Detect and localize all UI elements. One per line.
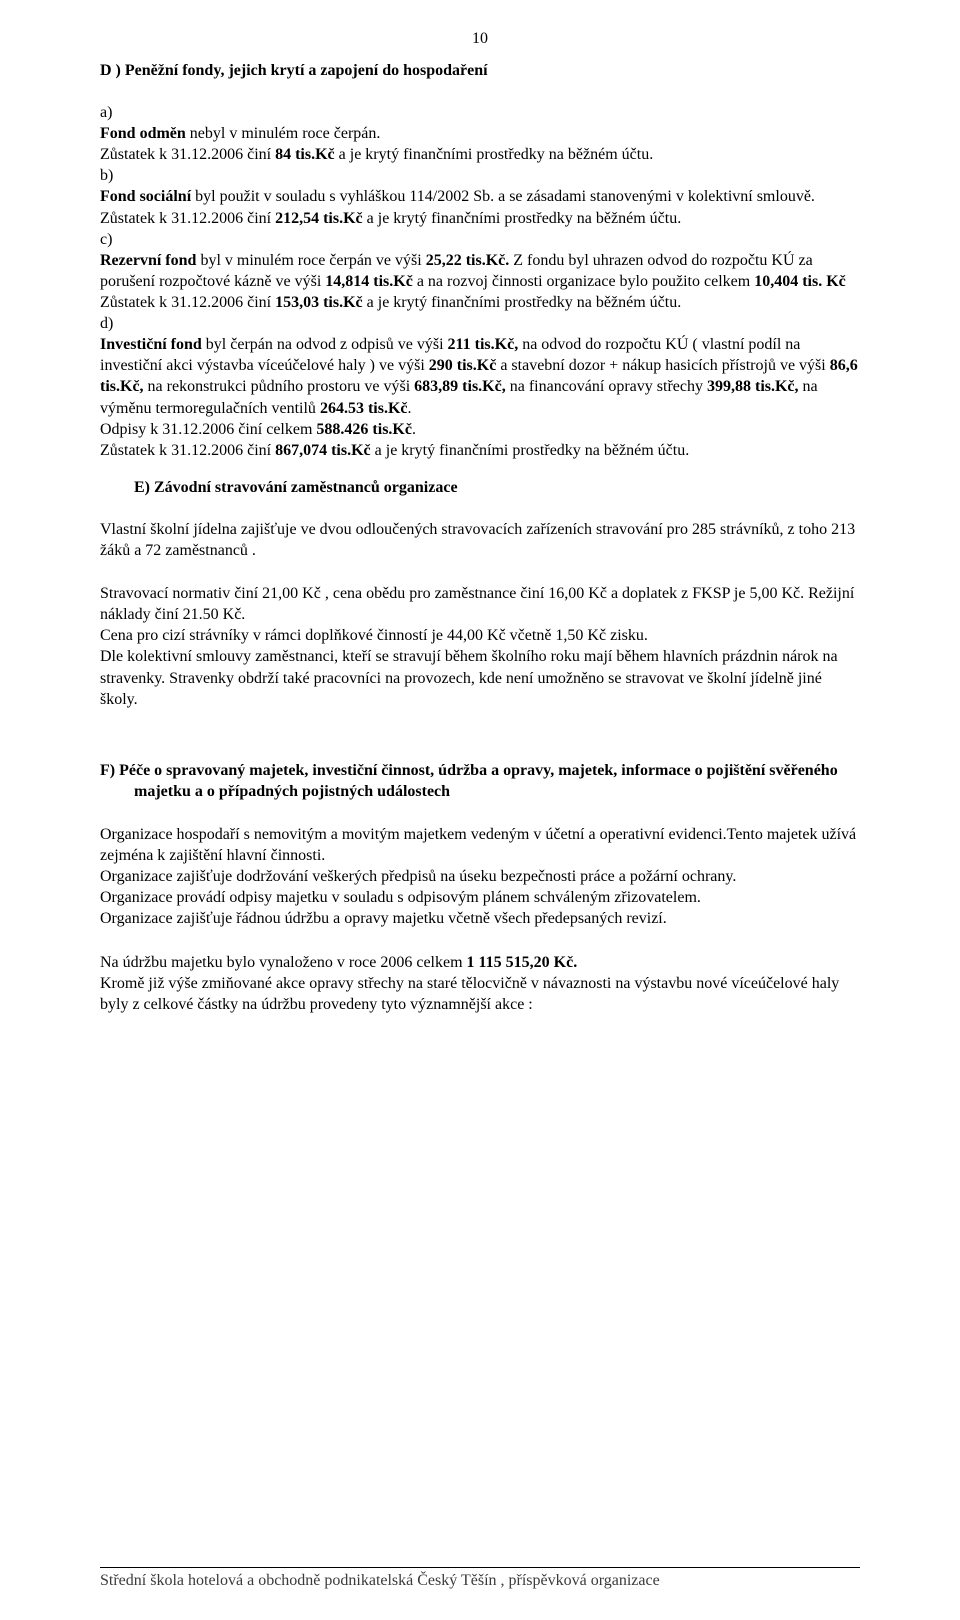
page-footer: Střední škola hotelová a obchodně podnik… [100, 1567, 860, 1590]
section-e-p1: Vlastní školní jídelna zajišťuje ve dvou… [100, 519, 860, 561]
item-a-line1-rest: nebyl v minulém roce čerpán. [186, 125, 381, 142]
item-b-line1: Fond sociální byl použit v souladu s vyh… [100, 186, 860, 228]
d-zust-pre: Zůstatek k 31.12.2006 činí [100, 442, 275, 459]
section-e-p4: Dle kolektivní smlouvy zaměstnanci, kteř… [100, 646, 860, 709]
item-b-line1-post: a je krytý finančními prostředky na běžn… [363, 210, 682, 227]
d-zust-post: a je krytý finančními prostředky na běžn… [371, 442, 690, 459]
page-number: 10 [100, 30, 860, 48]
investicni-fond-bold: Investiční fond [100, 336, 202, 353]
section-d-heading: D ) Peněžní fondy, jejich krytí a zapoje… [100, 62, 860, 80]
d-bold5: 683,89 tis.Kč, [414, 378, 506, 395]
d-odp-bold: 588.426 tis.Kč [316, 421, 412, 438]
d-mid7: . [407, 400, 411, 417]
c-bold3: 14,814 tis.Kč [325, 273, 413, 290]
d-bold7: 264.53 tis.Kč [320, 400, 408, 417]
d-mid3: a stavební dozor + nákup hasicích přístr… [496, 357, 829, 374]
d-zust-bold: 867,074 tis.Kč [275, 442, 371, 459]
item-a-line1: Fond odměn nebyl v minulém roce čerpán. [100, 123, 860, 144]
d-bold6: 399,88 tis.Kč, [707, 378, 799, 395]
section-f-heading: F) Péče o spravovaný majetek, investiční… [134, 760, 860, 802]
rezervni-fond-bold: Rezervní fond [100, 252, 196, 269]
section-e-p2: Stravovací normativ činí 21,00 Kč , cena… [100, 583, 860, 625]
d-odp-post: . [412, 421, 416, 438]
section-f-p2: Organizace zajišťuje dodržování veškerýc… [100, 866, 860, 887]
f-p5-pre: Na údržbu majetku bylo vynaloženo v roce… [100, 954, 467, 971]
item-c-line: Rezervní fond byl v minulém roce čerpán … [100, 250, 860, 292]
item-a-line2-pre: Zůstatek k 31.12.2006 činí [100, 146, 275, 163]
c-bold4: 10,404 tis. Kč [754, 273, 846, 290]
item-a-label: a) [100, 102, 860, 123]
c-line2-post: a je krytý finančními prostředky na běžn… [363, 294, 682, 311]
d-bold2: 211 tis.Kč, [448, 336, 519, 353]
item-d-zustatek: Zůstatek k 31.12.2006 činí 867,074 tis.K… [100, 440, 860, 461]
item-d-label: d) [100, 313, 860, 334]
d-mid1: byl čerpán na odvod z odpisů ve výši [202, 336, 448, 353]
section-e-p3: Cena pro cizí strávníky v rámci doplňkov… [100, 625, 860, 646]
item-c-label: c) [100, 229, 860, 250]
document-page: 10 D ) Peněžní fondy, jejich krytí a zap… [0, 0, 960, 1620]
fond-odmen-bold: Fond odměn [100, 125, 186, 142]
c-mid3: a na rozvoj činnosti organizace bylo pou… [413, 273, 754, 290]
item-b-label: b) [100, 165, 860, 186]
section-f-p5: Na údržbu majetku bylo vynaloženo v roce… [100, 952, 860, 973]
c-bold2: 25,22 tis.Kč. [426, 252, 510, 269]
section-f-p4: Organizace zajišťuje řádnou údržbu a opr… [100, 908, 860, 929]
item-b-line1-bold2: 212,54 tis.Kč [275, 210, 363, 227]
section-f-heading-bold: F) Péče o spravovaný majetek, investiční… [100, 762, 838, 800]
c-line2-pre: Zůstatek k 31.12.2006 činí [100, 294, 275, 311]
item-d-line: Investiční fond byl čerpán na odvod z od… [100, 334, 860, 418]
c-line2-bold: 153,03 tis.Kč [275, 294, 363, 311]
f-p5-bold: 1 115 515,20 Kč. [467, 954, 578, 971]
fond-socialni-bold: Fond sociální [100, 188, 191, 205]
item-a-line2: Zůstatek k 31.12.2006 činí 84 tis.Kč a j… [100, 144, 860, 165]
d-mid5: na financování opravy střechy [506, 378, 707, 395]
section-f-p3: Organizace provádí odpisy majetku v soul… [100, 887, 860, 908]
d-odp-pre: Odpisy k 31.12.2006 činí celkem [100, 421, 316, 438]
item-c-line2: Zůstatek k 31.12.2006 činí 153,03 tis.Kč… [100, 292, 860, 313]
section-e-heading: E) Závodní stravování zaměstnanců organi… [134, 479, 860, 497]
d-mid4: na rekonstrukci půdního prostoru ve výši [144, 378, 415, 395]
item-a-line2-bold: 84 tis.Kč [275, 146, 335, 163]
d-bold3: 290 tis.Kč [429, 357, 497, 374]
section-f-p1: Organizace hospodaří s nemovitým a movit… [100, 824, 860, 866]
c-mid1: byl v minulém roce čerpán ve výši [196, 252, 425, 269]
section-f-p6: Kromě již výše zmiňované akce opravy stř… [100, 973, 860, 1015]
item-d-odpisy: Odpisy k 31.12.2006 činí celkem 588.426 … [100, 419, 860, 440]
item-a-line2-post: a je krytý finančními prostředky na běžn… [335, 146, 654, 163]
